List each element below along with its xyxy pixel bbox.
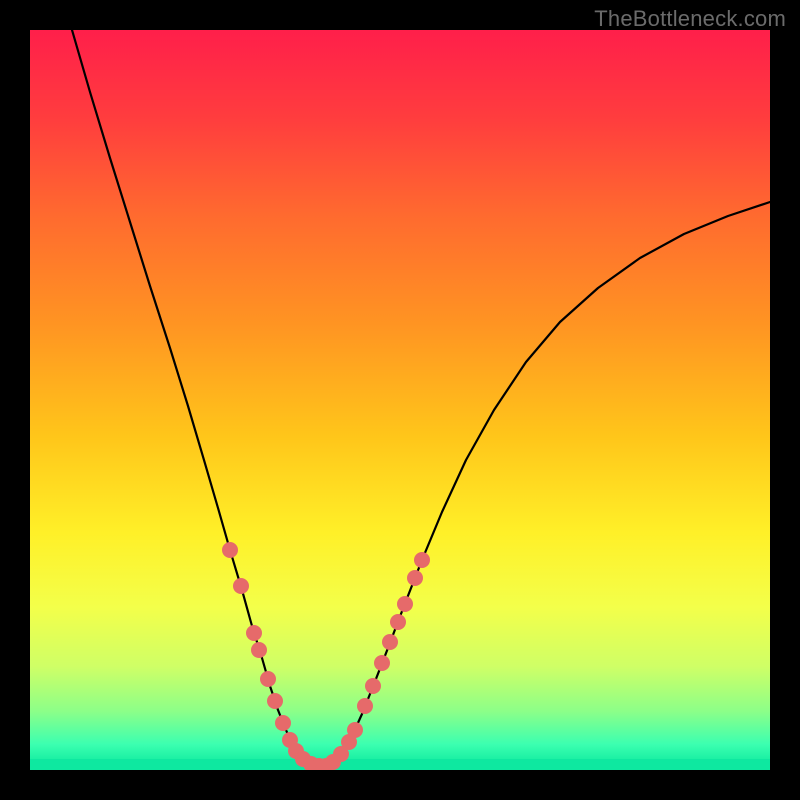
marker-dot bbox=[374, 655, 390, 671]
chart-frame: TheBottleneck.com bbox=[0, 0, 800, 800]
marker-dot bbox=[347, 722, 363, 738]
background-gradient bbox=[30, 30, 770, 770]
plot-area bbox=[30, 30, 770, 770]
marker-dot bbox=[267, 693, 283, 709]
marker-dot bbox=[397, 596, 413, 612]
marker-dot bbox=[407, 570, 423, 586]
marker-dot bbox=[233, 578, 249, 594]
marker-dot bbox=[382, 634, 398, 650]
marker-dot bbox=[251, 642, 267, 658]
bottom-band bbox=[30, 759, 770, 770]
marker-dot bbox=[357, 698, 373, 714]
marker-dot bbox=[365, 678, 381, 694]
marker-dot bbox=[260, 671, 276, 687]
marker-dot bbox=[222, 542, 238, 558]
chart-svg bbox=[30, 30, 770, 770]
marker-dot bbox=[246, 625, 262, 641]
marker-dot bbox=[414, 552, 430, 568]
watermark-text: TheBottleneck.com bbox=[594, 6, 786, 32]
marker-dot bbox=[390, 614, 406, 630]
marker-dot bbox=[275, 715, 291, 731]
